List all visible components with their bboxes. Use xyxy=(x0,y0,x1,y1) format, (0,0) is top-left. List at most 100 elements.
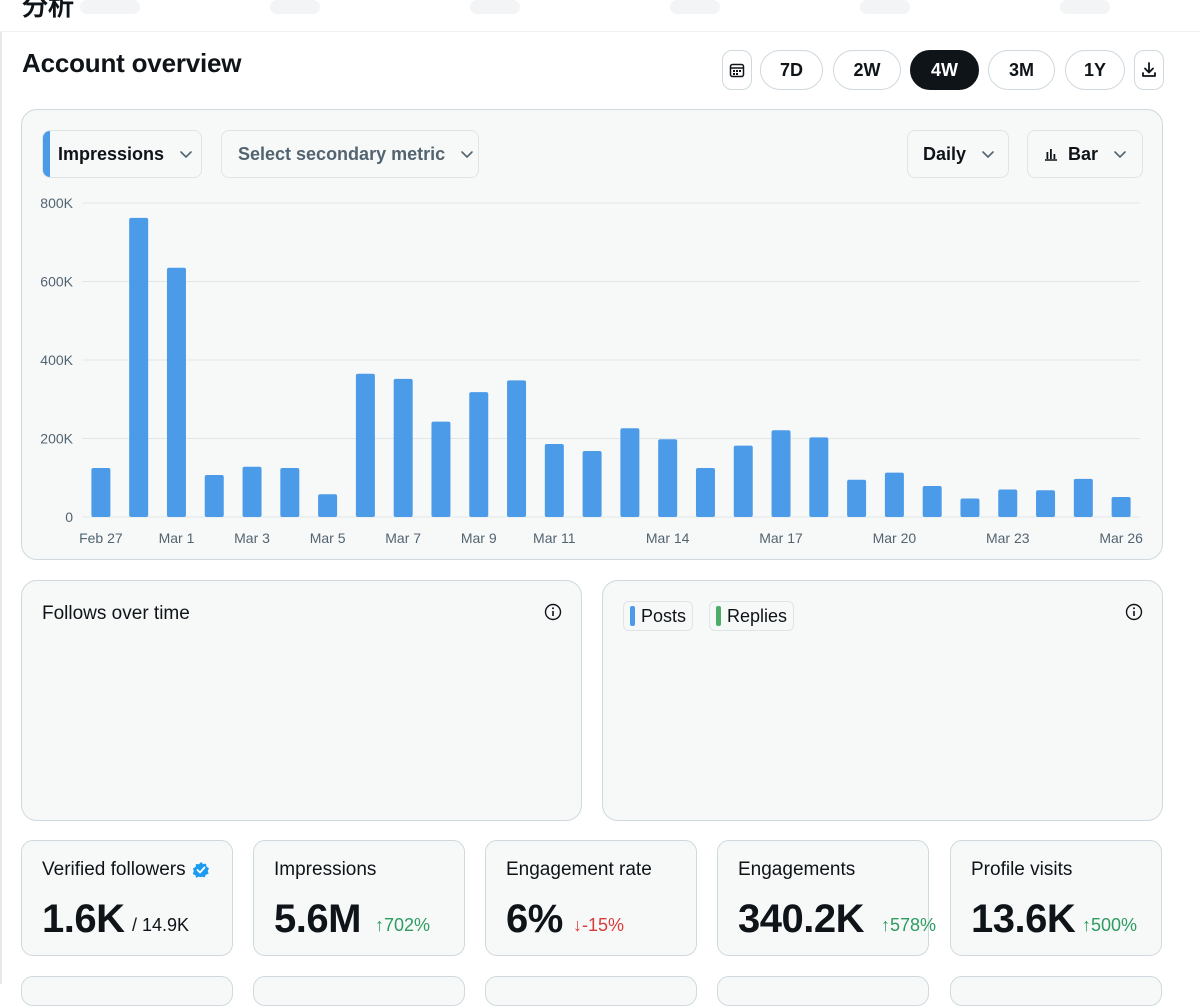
impressions-bar xyxy=(733,445,753,517)
info-icon[interactable] xyxy=(544,603,562,621)
stat-card-row2[interactable] xyxy=(485,976,697,1006)
x-tick-label: Mar 9 xyxy=(461,530,497,546)
impressions-bar xyxy=(960,498,980,517)
chevron-down-icon xyxy=(1112,146,1128,162)
download-button[interactable] xyxy=(1134,50,1164,90)
stat-card-profile-visits[interactable]: Profile visits 13.6K ↑500% xyxy=(950,840,1162,956)
x-tick-label: Mar 17 xyxy=(759,530,803,546)
legend-posts[interactable]: Posts xyxy=(623,601,694,631)
x-tick-label: Mar 1 xyxy=(159,530,195,546)
legend-posts-label: Posts xyxy=(641,605,687,626)
primary-metric-label: Impressions xyxy=(58,143,165,164)
stat-card-row2[interactable] xyxy=(253,976,465,1006)
replies-swatch xyxy=(716,606,721,626)
stat-total: / 14.9K xyxy=(132,915,190,935)
stat-label: Engagements xyxy=(738,859,856,880)
chevron-down-icon xyxy=(178,146,194,162)
range-2w-button[interactable]: 2W xyxy=(833,50,901,90)
stat-card-row2[interactable] xyxy=(717,976,929,1006)
impressions-bar xyxy=(166,267,186,517)
stat-label: Impressions xyxy=(274,859,377,880)
x-tick-label: Mar 5 xyxy=(310,530,346,546)
stat-card-impressions[interactable]: Impressions 5.6M ↑702% xyxy=(253,840,465,956)
impressions-bar xyxy=(658,439,678,517)
page-left-border xyxy=(0,0,2,984)
range-4w-button[interactable]: 4W xyxy=(910,50,979,90)
stat-label: Profile visits xyxy=(971,859,1073,880)
x-tick-label: Mar 23 xyxy=(986,530,1030,546)
granularity-label: Daily xyxy=(923,143,967,164)
legend-replies[interactable]: Replies xyxy=(709,601,795,631)
nav-title: 分析 xyxy=(22,0,75,21)
impressions-bar xyxy=(847,479,867,517)
secondary-metric-placeholder: Select secondary metric xyxy=(238,143,446,164)
stat-label: Engagement rate xyxy=(506,859,652,880)
stat-delta: ↑578% xyxy=(881,915,937,935)
impressions-bar xyxy=(1036,490,1056,517)
impressions-bar xyxy=(204,475,224,517)
x-tick-label: Mar 7 xyxy=(385,530,421,546)
follows-card: Follows over time xyxy=(21,580,582,821)
stat-card-row2[interactable] xyxy=(21,976,233,1006)
impressions-bar xyxy=(809,437,829,517)
stat-label: Verified followers xyxy=(42,859,210,881)
secondary-metric-dropdown[interactable]: Select secondary metric xyxy=(221,130,479,178)
top-nav-strip: 分析 xyxy=(0,0,1200,32)
impressions-bar xyxy=(469,392,489,517)
info-icon[interactable] xyxy=(1125,603,1143,621)
nav-tab-placeholder[interactable] xyxy=(80,0,140,14)
stat-value: 340.2K xyxy=(738,897,864,941)
granularity-dropdown[interactable]: Daily xyxy=(907,130,1009,178)
stat-card-engagement-rate[interactable]: Engagement rate 6% ↓-15% xyxy=(485,840,697,956)
stat-value: 1.6K xyxy=(42,897,125,941)
nav-tab-placeholder[interactable] xyxy=(470,0,520,14)
stat-delta: ↑500% xyxy=(1082,915,1138,935)
impressions-bar xyxy=(998,489,1018,517)
impressions-bar xyxy=(620,428,640,517)
nav-tab-placeholder[interactable] xyxy=(860,0,910,14)
calendar-icon xyxy=(729,63,745,78)
follows-title: Follows over time xyxy=(42,603,190,624)
impressions-bar xyxy=(1111,496,1131,517)
chevron-down-icon xyxy=(459,146,475,162)
impressions-bar xyxy=(318,494,338,517)
nav-tab-placeholder[interactable] xyxy=(270,0,320,14)
impressions-bar xyxy=(431,421,451,517)
range-7d-button[interactable]: 7D xyxy=(760,50,823,90)
x-tick-label: Mar 11 xyxy=(533,530,576,546)
range-3m-button[interactable]: 3M xyxy=(988,50,1055,90)
page-title: Account overview xyxy=(22,48,242,78)
x-tick-label: Mar 26 xyxy=(1099,530,1143,546)
impressions-bar xyxy=(884,472,904,517)
stat-delta: ↑702% xyxy=(375,915,431,935)
stat-card-engagements[interactable]: Engagements 340.2K ↑578% xyxy=(717,840,936,956)
impressions-bar xyxy=(355,373,375,517)
stat-delta: ↓-15% xyxy=(573,915,625,935)
impressions-bar xyxy=(771,430,791,517)
primary-metric-dropdown[interactable]: Impressions xyxy=(42,130,202,178)
x-tick-label: Mar 3 xyxy=(234,530,270,546)
chart-type-dropdown[interactable]: Bar xyxy=(1027,130,1143,178)
posts-swatch xyxy=(630,606,635,626)
download-icon xyxy=(1142,62,1156,77)
bar-chart-icon xyxy=(1044,147,1058,161)
impressions-bar xyxy=(1073,478,1093,517)
impressions-bar xyxy=(507,380,527,517)
calendar-button[interactable] xyxy=(722,50,752,90)
posts-replies-card: Posts Replies xyxy=(602,580,1163,821)
impressions-bar xyxy=(129,217,149,518)
range-1y-button[interactable]: 1Y xyxy=(1065,50,1125,90)
nav-tab-placeholder[interactable] xyxy=(670,0,720,14)
y-tick-label: 400K xyxy=(40,352,73,368)
chevron-down-icon xyxy=(980,146,996,162)
impressions-bar xyxy=(582,451,602,517)
chart-type-label: Bar xyxy=(1068,143,1099,164)
stat-card-row2[interactable] xyxy=(950,976,1162,1006)
x-tick-label: Mar 20 xyxy=(873,530,917,546)
stat-card-verified-followers[interactable]: Verified followers 1.6K / 14.9K xyxy=(21,840,233,956)
legend-replies-label: Replies xyxy=(727,605,788,626)
stat-value: 5.6M xyxy=(274,897,361,941)
nav-tab-placeholder[interactable] xyxy=(1060,0,1110,14)
impressions-bar xyxy=(91,467,111,517)
x-tick-label: Feb 27 xyxy=(79,530,123,546)
